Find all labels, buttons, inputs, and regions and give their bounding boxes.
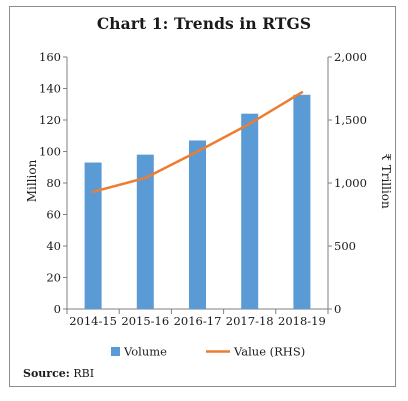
chart-legend: Volume Value (RHS) xyxy=(111,345,305,359)
y2-tick-label: 1,000 xyxy=(334,176,367,190)
y-tick-label: 120 xyxy=(39,113,61,127)
legend-label-value: Value (RHS) xyxy=(233,345,305,359)
x-tick-label: 2017-18 xyxy=(226,314,274,328)
legend-swatch-volume xyxy=(111,347,120,356)
y-tick-label: 60 xyxy=(46,208,61,222)
y2-axis-label: ₹ Trillion xyxy=(379,153,393,209)
line-point-value xyxy=(248,122,251,125)
legend-label-volume: Volume xyxy=(123,345,167,359)
y-tick-label: 100 xyxy=(39,145,61,159)
y-tick-label: 20 xyxy=(46,271,61,285)
bar-volume xyxy=(189,140,206,309)
x-tick-label: 2015-16 xyxy=(121,314,169,328)
y2-tick-label: 0 xyxy=(334,302,341,316)
line-series-value xyxy=(91,91,304,194)
source-label: Source: xyxy=(23,367,70,380)
chart-title: Chart 1: Trends in RTGS xyxy=(96,14,312,33)
axis-tick-labels: 0 20 40 60 80 100 120 140 160 0 500 1,000 1,500 2,000… xyxy=(39,50,367,328)
source-note: Source: RBI xyxy=(23,367,94,380)
y-axis-label: Million xyxy=(25,159,39,202)
source-text: RBI xyxy=(73,367,95,380)
line-point-value xyxy=(196,150,199,153)
y2-tick-label: 1,500 xyxy=(334,113,367,127)
y-tick-label: 40 xyxy=(46,239,61,253)
x-tick-label: 2016-17 xyxy=(174,314,222,328)
y2-tick-label: 500 xyxy=(334,239,356,253)
bar-volume xyxy=(136,154,154,309)
bar-series-volume xyxy=(84,94,311,309)
bar-volume xyxy=(241,113,259,309)
y2-tick-label: 2,000 xyxy=(334,50,367,64)
x-tick-label: 2018-19 xyxy=(278,314,326,328)
y-tick-label: 140 xyxy=(39,82,61,96)
line-point-value xyxy=(91,190,95,194)
line-point-value xyxy=(300,91,304,94)
y-tick-label: 0 xyxy=(54,302,61,316)
x-tick-label: 2014-15 xyxy=(69,314,117,328)
y-tick-label: 80 xyxy=(46,176,61,190)
line-point-value xyxy=(144,176,147,180)
bar-volume xyxy=(84,162,102,309)
bar-volume xyxy=(293,94,311,309)
y-tick-label: 160 xyxy=(39,50,61,64)
